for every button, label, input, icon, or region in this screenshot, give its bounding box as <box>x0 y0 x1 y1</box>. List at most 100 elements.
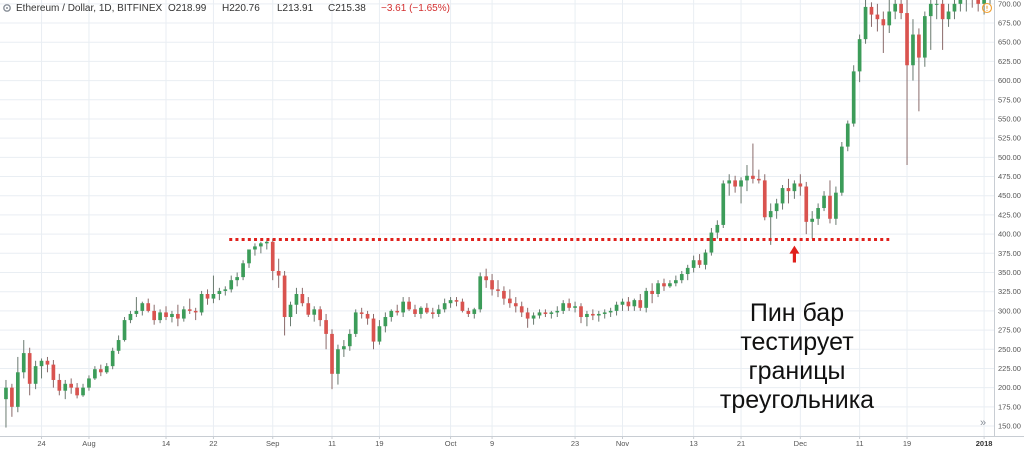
candle-body <box>620 301 625 305</box>
candle <box>383 312 388 333</box>
candle <box>460 298 465 313</box>
candle <box>602 309 607 319</box>
y-tick-label: 425.00 <box>998 210 1021 219</box>
candle <box>685 264 690 281</box>
candle-body <box>389 310 394 318</box>
x-tick-label: Oct <box>445 439 458 448</box>
candle <box>371 313 376 350</box>
candle <box>401 297 405 318</box>
y-tick-label: 500.00 <box>998 153 1021 162</box>
candle <box>98 364 103 377</box>
candle-body <box>442 303 447 310</box>
candle <box>745 165 749 192</box>
candle-body <box>834 192 838 219</box>
x-tick-label: 19 <box>903 439 911 448</box>
candle-body <box>555 310 560 313</box>
candle-body <box>466 310 471 314</box>
candle-body <box>715 224 720 233</box>
y-tick-label: 400.00 <box>998 230 1021 239</box>
candle <box>502 286 506 305</box>
candle <box>697 254 702 268</box>
high-value: H220.76 <box>222 3 260 14</box>
candle <box>839 142 844 196</box>
candle-body <box>199 293 204 313</box>
candle <box>264 240 269 250</box>
candle-body <box>768 211 773 218</box>
x-tick-label: 21 <box>737 439 745 448</box>
candle-body <box>650 290 654 294</box>
candle-body <box>110 350 115 367</box>
candle <box>306 297 311 318</box>
candle-body <box>4 387 8 400</box>
candle-body <box>57 379 62 391</box>
candle <box>69 378 74 394</box>
candle-body <box>780 188 785 204</box>
y-tick-label: 175.00 <box>998 402 1021 411</box>
candle <box>241 260 245 281</box>
candle-body <box>952 3 957 12</box>
candle-body <box>241 263 245 278</box>
candle <box>816 203 820 225</box>
candle-body <box>596 313 601 316</box>
candle <box>389 309 394 322</box>
candle <box>508 289 512 308</box>
candle <box>768 203 773 245</box>
candle-body <box>816 208 820 219</box>
candle <box>958 0 963 12</box>
candle <box>875 3 880 32</box>
candle-body <box>721 183 726 225</box>
candle <box>928 0 933 50</box>
candlesticks <box>4 0 991 428</box>
y-tick-label: 150.00 <box>998 422 1021 431</box>
candle-body <box>276 270 281 276</box>
candle-body <box>745 175 749 181</box>
candle-body <box>685 267 690 275</box>
y-tick-label: 625.00 <box>998 57 1021 66</box>
candle-body <box>839 146 844 193</box>
candle-body <box>10 387 14 407</box>
y-tick-label: 600.00 <box>998 76 1021 85</box>
candle <box>863 0 868 44</box>
candle <box>965 0 967 12</box>
candle-body <box>561 303 566 311</box>
candle-body <box>282 275 287 318</box>
candle-body <box>460 301 465 311</box>
candle-body <box>946 11 951 20</box>
y-tick-label: 450.00 <box>998 191 1021 200</box>
candle <box>638 293 643 311</box>
candle <box>496 280 500 298</box>
candle <box>10 383 14 417</box>
candle-body <box>63 383 68 391</box>
y-tick-label: 225.00 <box>998 364 1021 373</box>
candle <box>4 379 8 428</box>
gear-icon[interactable] <box>3 4 11 12</box>
x-tick-label: 11 <box>856 439 864 448</box>
alert-icon[interactable] <box>981 2 993 14</box>
candle <box>270 238 275 281</box>
candle <box>662 278 666 291</box>
candle <box>419 306 423 319</box>
candle-body <box>976 0 981 4</box>
candle <box>561 300 566 314</box>
candle-body <box>122 320 127 341</box>
y-tick-label: 300.00 <box>998 306 1021 315</box>
y-tick-label: 700.00 <box>998 0 1021 8</box>
candle <box>448 297 453 308</box>
candle-body <box>881 19 886 26</box>
candle-body <box>922 16 927 58</box>
candle-body <box>419 307 423 314</box>
candle-body <box>804 186 809 222</box>
candle-body <box>762 180 767 218</box>
double-chevron-right-icon[interactable]: » <box>980 417 986 429</box>
y-tick-label: 675.00 <box>998 19 1021 28</box>
candle <box>940 0 945 50</box>
candle <box>140 301 145 316</box>
candle <box>181 306 186 322</box>
candle <box>851 65 856 127</box>
candle-body <box>211 293 216 299</box>
candle-body <box>934 3 939 5</box>
y-tick-label: 350.00 <box>998 268 1021 277</box>
candle-body <box>733 180 737 187</box>
candle <box>134 297 139 318</box>
